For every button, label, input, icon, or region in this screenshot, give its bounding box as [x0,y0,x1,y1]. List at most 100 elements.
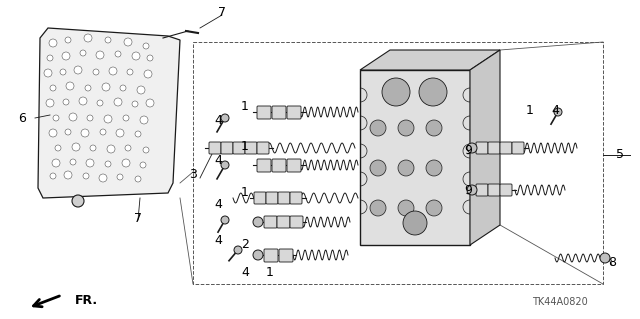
Circle shape [135,131,141,137]
FancyBboxPatch shape [287,106,301,119]
FancyBboxPatch shape [512,142,524,154]
Circle shape [79,97,87,105]
FancyBboxPatch shape [500,142,512,154]
Circle shape [80,50,86,56]
FancyBboxPatch shape [476,142,488,154]
Circle shape [100,129,106,135]
Circle shape [83,173,89,179]
Circle shape [467,185,477,195]
Text: 1: 1 [241,140,249,153]
FancyBboxPatch shape [264,249,278,262]
Circle shape [86,159,94,167]
Circle shape [221,216,229,224]
FancyBboxPatch shape [257,106,271,119]
Circle shape [84,34,92,42]
Circle shape [87,115,93,121]
Circle shape [127,69,133,75]
Text: 7: 7 [218,5,226,19]
FancyBboxPatch shape [287,159,301,172]
Circle shape [123,115,129,121]
Circle shape [102,83,110,91]
Circle shape [105,37,111,43]
FancyBboxPatch shape [209,142,221,154]
Circle shape [65,129,71,135]
Text: 7: 7 [134,211,142,225]
Circle shape [115,51,121,57]
Circle shape [74,66,82,74]
Circle shape [253,217,263,227]
Circle shape [120,85,126,91]
Circle shape [221,114,229,122]
Text: 5: 5 [616,149,624,161]
Polygon shape [38,28,180,198]
Circle shape [70,159,76,165]
Circle shape [72,143,80,151]
Text: 6: 6 [18,112,26,124]
Circle shape [109,67,117,75]
Circle shape [403,211,427,235]
Text: FR.: FR. [75,293,98,307]
Circle shape [49,39,57,47]
Circle shape [66,82,74,90]
Circle shape [135,176,141,182]
FancyBboxPatch shape [290,192,302,204]
Circle shape [63,99,69,105]
Circle shape [143,147,149,153]
Circle shape [53,115,59,121]
FancyBboxPatch shape [257,142,269,154]
FancyBboxPatch shape [290,216,303,228]
Text: 4: 4 [241,265,249,278]
FancyBboxPatch shape [488,142,500,154]
FancyBboxPatch shape [277,216,290,228]
Circle shape [370,200,386,216]
Circle shape [554,108,562,116]
Text: 1: 1 [526,103,534,116]
FancyBboxPatch shape [476,184,488,196]
Circle shape [62,52,70,60]
Circle shape [221,161,229,169]
Circle shape [419,78,447,106]
Circle shape [132,101,138,107]
Circle shape [600,253,610,263]
Circle shape [144,70,152,78]
Circle shape [132,52,140,60]
Circle shape [370,160,386,176]
Text: 8: 8 [608,256,616,269]
Circle shape [52,159,60,167]
Text: 4: 4 [214,153,222,167]
Circle shape [81,129,89,137]
Circle shape [426,200,442,216]
Text: 4: 4 [214,234,222,247]
Circle shape [117,174,123,180]
Polygon shape [360,50,500,70]
Circle shape [46,99,54,107]
Circle shape [146,99,154,107]
Circle shape [122,159,130,167]
Circle shape [104,115,112,123]
Circle shape [137,86,145,94]
Bar [193,42,603,284]
Circle shape [426,120,442,136]
Circle shape [140,116,148,124]
Text: 1: 1 [241,186,249,198]
Circle shape [60,69,66,75]
Text: 4: 4 [214,114,222,127]
Circle shape [47,55,53,61]
FancyBboxPatch shape [221,142,233,154]
Circle shape [370,120,386,136]
Circle shape [50,85,56,91]
FancyBboxPatch shape [272,106,286,119]
Circle shape [97,100,103,106]
Circle shape [65,37,71,43]
Text: 3: 3 [189,168,197,182]
Text: 1: 1 [266,265,274,278]
Circle shape [55,145,61,151]
Text: 9: 9 [464,144,472,157]
FancyBboxPatch shape [266,192,278,204]
Circle shape [85,85,91,91]
Circle shape [398,120,414,136]
Circle shape [124,38,132,46]
Circle shape [44,69,52,77]
Circle shape [72,195,84,207]
Circle shape [116,129,124,137]
